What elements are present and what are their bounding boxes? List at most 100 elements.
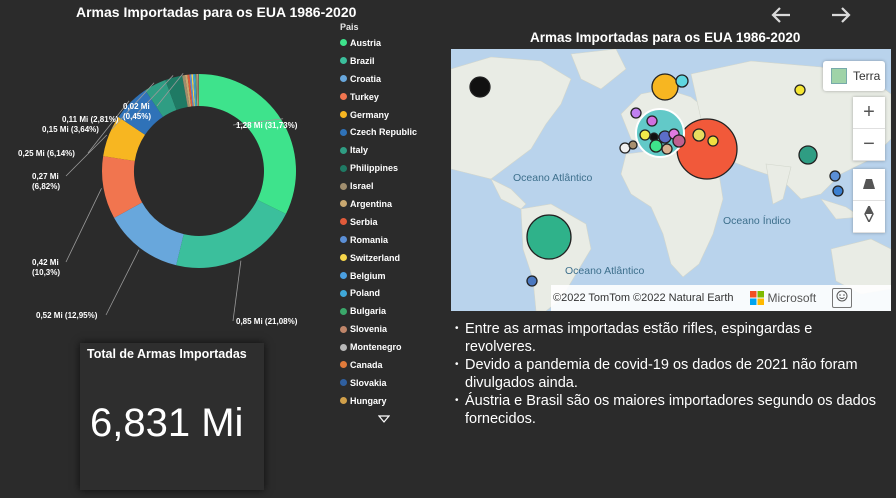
data-label-leader: [105, 249, 140, 316]
legend-item[interactable]: Italy: [340, 141, 440, 159]
donut-slice[interactable]: [118, 90, 163, 135]
legend-item[interactable]: Israel: [340, 177, 440, 195]
pitch-button[interactable]: [853, 169, 885, 201]
donut-slice[interactable]: [194, 74, 197, 107]
legend-item[interactable]: Germany: [340, 106, 440, 124]
legend-label: Bulgaria: [350, 306, 387, 317]
donut-slice[interactable]: [195, 74, 198, 107]
legend-swatch: [340, 325, 347, 333]
donut-chart-title: Armas Importadas para os EUA 1986-2020: [76, 4, 357, 20]
bubble-canada: [469, 76, 491, 98]
donut-slice[interactable]: [102, 156, 143, 218]
legend-label: Turkey: [350, 91, 379, 102]
legend-item[interactable]: Canada: [340, 356, 440, 374]
legend-item[interactable]: Switzerland: [340, 249, 440, 267]
donut-chart[interactable]: 1,28 Mi (31,73%) 0,85 Mi (21,08%) 0,52 Mi …: [0, 22, 336, 338]
legend-swatch: [340, 39, 347, 47]
legend-title: Pais: [340, 22, 359, 32]
legend-item[interactable]: Serbia: [340, 213, 440, 231]
map-zoom-controls: + −: [853, 97, 885, 161]
note-item: Entre as armas importadas estão rifles, …: [455, 320, 885, 356]
arrow-left-icon: [768, 4, 794, 34]
donut-slice[interactable]: [176, 199, 286, 268]
caret-down-icon: [377, 411, 391, 428]
legend-label: Romania: [350, 234, 389, 245]
ocean-label-atlantic-south: Oceano Atlântico: [565, 265, 645, 277]
legend-item[interactable]: Turkey: [340, 88, 440, 106]
legend-swatch: [340, 146, 347, 154]
data-label-leader: [232, 260, 242, 322]
legend-item[interactable]: Croatia: [340, 70, 440, 88]
bubble-germany-north: [651, 73, 679, 101]
back-arrow-button[interactable]: [766, 2, 796, 32]
data-label: (0,45%): [123, 112, 151, 121]
legend-swatch: [340, 361, 347, 369]
legend-scroll-down-button[interactable]: [377, 411, 391, 429]
donut-slice[interactable]: [197, 74, 199, 107]
forward-arrow-button[interactable]: [826, 2, 856, 32]
map-canvas: Oceano Atlântico Oceano Índico Oceano At…: [451, 49, 891, 311]
card-title: Total de Armas Importadas: [87, 347, 247, 361]
legend-label: Serbia: [350, 216, 378, 227]
legend-swatch: [340, 111, 347, 118]
data-label-leader: [87, 100, 130, 154]
data-label: 0,02 Mi: [123, 102, 150, 111]
legend-item[interactable]: Argentina: [340, 195, 440, 213]
bubble-uk: [630, 107, 642, 119]
legend-item[interactable]: Romania: [340, 231, 440, 249]
legend-label: Israel: [350, 181, 374, 192]
total-weapons-card: Total de Armas Importadas 6,831 Mi: [80, 343, 264, 490]
donut-slice[interactable]: [103, 116, 146, 162]
donut-slice[interactable]: [165, 75, 188, 111]
donut-slice[interactable]: [182, 75, 190, 107]
legend-item[interactable]: Hungary: [340, 392, 440, 410]
data-label-leader: [111, 82, 155, 130]
data-label: (10,3%): [32, 268, 60, 277]
bubble-turkey: [676, 118, 738, 180]
donut-slice[interactable]: [114, 202, 184, 266]
legend-item[interactable]: Belgium: [340, 267, 440, 285]
data-label: 0,25 Mi (6,14%): [18, 149, 75, 158]
legend-item[interactable]: Slovakia: [340, 374, 440, 392]
donut-slice[interactable]: [196, 74, 199, 107]
legend-item[interactable]: Philippines: [340, 159, 440, 177]
donut-slice[interactable]: [196, 74, 198, 107]
donut-slice[interactable]: [189, 74, 194, 107]
note-item: Áustria e Brasil são os maiores importad…: [455, 392, 885, 428]
feedback-button[interactable]: [832, 288, 853, 308]
legend-swatch: [340, 218, 347, 226]
legend-item[interactable]: Austria: [340, 34, 440, 52]
map-attribution-bar: ©2022 TomTom ©2022 Natural Earth Microso…: [551, 285, 891, 311]
note-item: Devido a pandemia de covid-19 os dados d…: [455, 356, 885, 392]
map-style-label: Terra: [853, 69, 881, 83]
zoom-out-button[interactable]: −: [853, 129, 885, 161]
map-style-button[interactable]: Terra: [823, 61, 885, 91]
donut-slice[interactable]: [199, 74, 296, 215]
map-bubbles: [469, 73, 844, 287]
bubble-map[interactable]: Oceano Atlântico Oceano Índico Oceano At…: [451, 49, 891, 311]
terrain-icon: [831, 68, 847, 84]
donut-slice[interactable]: [187, 74, 193, 107]
legend-swatch: [340, 164, 347, 172]
microsoft-logo-icon: [749, 291, 764, 305]
legend-swatch: [340, 289, 347, 297]
legend-item[interactable]: Czech Republic: [340, 123, 440, 141]
legend-swatch: [340, 75, 347, 83]
data-label: 0,15 Mi (3,64%): [42, 125, 99, 134]
legend-item[interactable]: Bulgaria: [340, 302, 440, 320]
donut-slice[interactable]: [198, 74, 199, 107]
donut-slice[interactable]: [184, 74, 192, 107]
smiley-icon: [836, 289, 848, 307]
donut-slice[interactable]: [191, 74, 195, 107]
legend-item[interactable]: Brazil: [340, 52, 440, 70]
donut-slice[interactable]: [145, 80, 177, 117]
legend-label: Belgium: [350, 270, 386, 281]
legend-item[interactable]: Montenegro: [340, 338, 440, 356]
donut-slice[interactable]: [192, 74, 196, 107]
compass-button[interactable]: [853, 201, 885, 233]
legend-item[interactable]: Slovenia: [340, 320, 440, 338]
legend-label: Italy: [350, 145, 369, 156]
legend-label: Croatia: [350, 73, 382, 84]
zoom-in-button[interactable]: +: [853, 97, 885, 129]
legend-item[interactable]: Poland: [340, 284, 440, 302]
